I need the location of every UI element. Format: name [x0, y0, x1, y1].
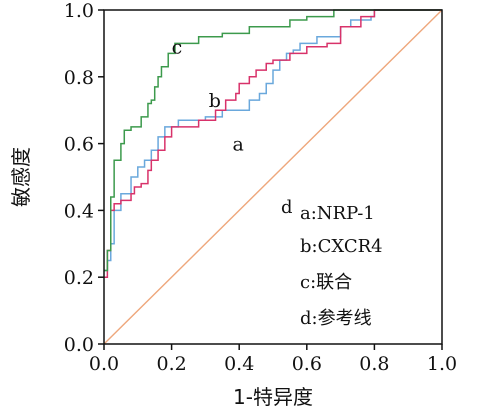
x-tick-label: 0.0: [89, 353, 119, 375]
legend-entry-b: b:CXCR4: [300, 236, 383, 257]
legend-entry-a: a:NRP-1: [300, 203, 375, 224]
plot-frame: [103, 9, 443, 345]
legend-entry-d: d:参考线: [300, 308, 372, 329]
series-line-a: [104, 9, 442, 272]
y-axis-title: 敏感度: [9, 147, 33, 207]
y-tick-label: 1.0: [64, 0, 94, 22]
curve-label-c: c: [172, 36, 183, 58]
y-tick-label: 0.2: [64, 267, 94, 289]
y-tick-label: 0.0: [64, 334, 94, 356]
curve-labels: ab c: [172, 36, 244, 155]
x-tick-label: 0.4: [224, 353, 254, 375]
y-tick-label: 0.8: [64, 67, 94, 89]
curve-label-a: a: [232, 133, 243, 155]
x-tick-label: 1.0: [427, 353, 457, 375]
legend-title: d: [281, 197, 293, 218]
x-tick-label: 0.6: [292, 353, 322, 375]
x-axis-title: 1-特异度: [233, 385, 313, 409]
y-tick-label: 0.4: [64, 200, 94, 222]
x-tick-label: 0.2: [156, 353, 186, 375]
legend: d a:NRP-1 b:CXCR4 c:联合 d:参考线: [281, 197, 383, 329]
y-tick-label: 0.6: [64, 134, 94, 156]
x-tick-label: 0.8: [359, 353, 389, 375]
curve-label-b: b: [209, 90, 221, 112]
legend-entry-c: c:联合: [300, 272, 352, 293]
series-line-d: [103, 9, 443, 345]
series-line-c: [104, 9, 442, 272]
axis-ticks: 0.0 0.2 0.4 0.6 0.8 1.0 0.0 0.2 0.4 0.6 0.8 1.0: [64, 0, 457, 375]
roc-curves: [103, 9, 443, 345]
series-line-b: [104, 9, 442, 278]
